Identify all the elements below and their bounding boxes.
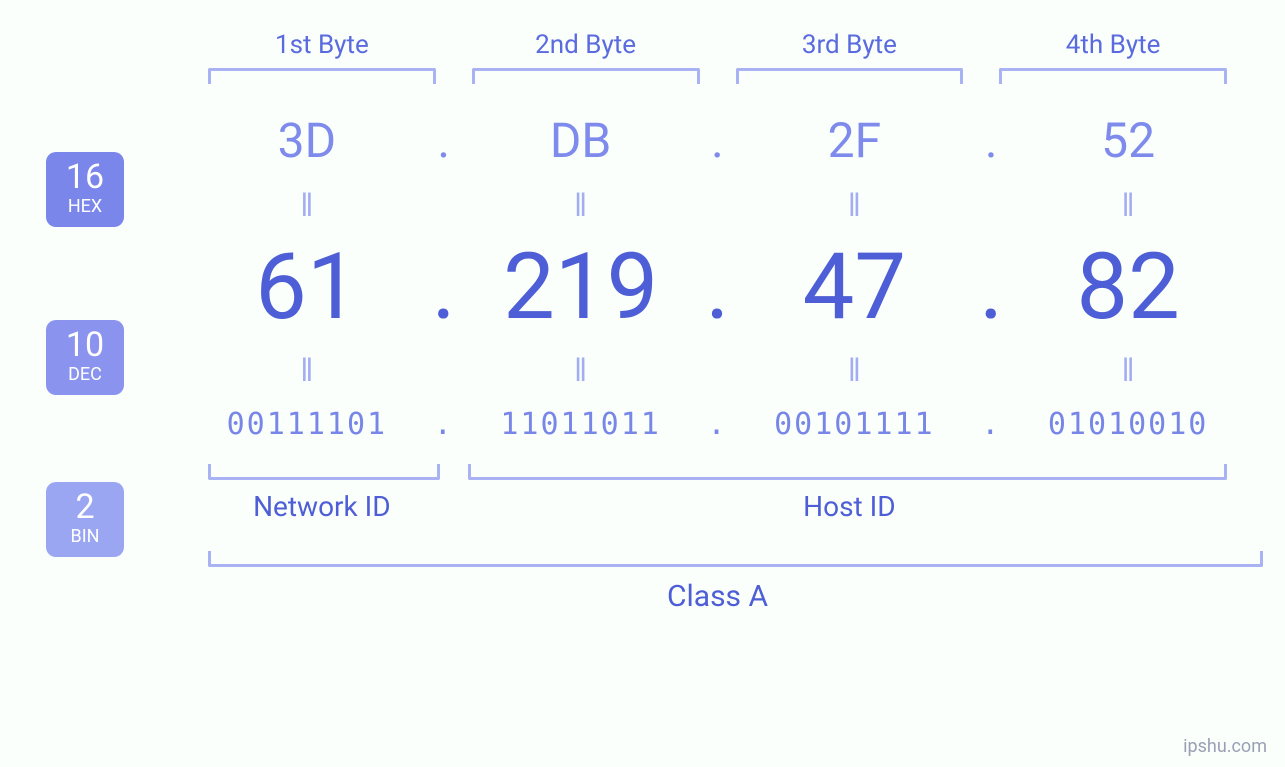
badge-dec-label: DEC xyxy=(68,364,102,385)
dot: . xyxy=(698,242,738,334)
badge-hex-label: HEX xyxy=(68,196,102,217)
bottom-brackets xyxy=(190,464,1245,480)
bracket-top-4 xyxy=(999,68,1227,84)
dot: . xyxy=(971,242,1011,334)
dec-byte-2: 219 xyxy=(464,242,698,334)
dec-row: 61 . 219 . 47 . 82 xyxy=(190,242,1245,334)
hex-byte-1: 3D xyxy=(190,112,424,169)
equals-icon: ‖ xyxy=(1011,187,1245,224)
class-label: Class A xyxy=(190,579,1245,614)
bottom-labels: Network ID Host ID xyxy=(190,490,1245,523)
equals-icon: ‖ xyxy=(464,352,698,389)
watermark: ipshu.com xyxy=(1183,736,1267,757)
byte-header-1: 1st Byte xyxy=(190,30,454,60)
hex-byte-2: DB xyxy=(464,112,698,169)
dot: . xyxy=(698,112,738,169)
badge-dec-num: 10 xyxy=(66,328,104,362)
dec-byte-3: 47 xyxy=(738,242,972,334)
bracket-top-2 xyxy=(472,68,700,84)
equals-icon: ‖ xyxy=(190,187,424,224)
bin-row: 00111101 . 11011011 . 00101111 . 0101001… xyxy=(190,407,1245,442)
dot: . xyxy=(424,112,464,169)
dec-byte-4: 82 xyxy=(1011,242,1245,334)
badge-bin: 2 BIN xyxy=(46,482,124,557)
dec-byte-1: 61 xyxy=(190,242,424,334)
equals-icon: ‖ xyxy=(1011,352,1245,389)
badge-bin-num: 2 xyxy=(75,490,94,524)
network-id-label: Network ID xyxy=(190,490,454,523)
bin-byte-1: 00111101 xyxy=(190,407,424,442)
top-brackets xyxy=(190,68,1245,84)
equals-icon: ‖ xyxy=(190,352,424,389)
bracket-top-3 xyxy=(736,68,964,84)
bin-byte-3: 00101111 xyxy=(738,407,972,442)
hex-byte-4: 52 xyxy=(1011,112,1245,169)
equals-icon: ‖ xyxy=(738,352,972,389)
badge-dec: 10 DEC xyxy=(46,320,124,395)
dot: . xyxy=(971,407,1011,442)
byte-header-4: 4th Byte xyxy=(981,30,1245,60)
bracket-top-1 xyxy=(208,68,436,84)
bracket-class xyxy=(208,551,1263,567)
hex-row: 3D . DB . 2F . 52 xyxy=(190,112,1245,169)
dot: . xyxy=(698,407,738,442)
equals-row-1: ‖ ‖ ‖ ‖ xyxy=(190,187,1245,224)
dot: . xyxy=(424,407,464,442)
hex-byte-3: 2F xyxy=(738,112,972,169)
dot: . xyxy=(424,242,464,334)
badge-hex: 16 HEX xyxy=(46,152,124,227)
byte-headers-row: 1st Byte 2nd Byte 3rd Byte 4th Byte xyxy=(190,30,1245,60)
bracket-host xyxy=(468,464,1227,480)
dot: . xyxy=(971,112,1011,169)
host-id-label: Host ID xyxy=(454,490,1245,523)
equals-row-2: ‖ ‖ ‖ ‖ xyxy=(190,352,1245,389)
class-bracket-row xyxy=(190,551,1245,567)
bin-byte-2: 11011011 xyxy=(464,407,698,442)
byte-header-2: 2nd Byte xyxy=(454,30,718,60)
bracket-network xyxy=(208,464,440,480)
equals-icon: ‖ xyxy=(738,187,972,224)
bin-byte-4: 01010010 xyxy=(1011,407,1245,442)
badge-bin-label: BIN xyxy=(71,526,100,547)
equals-icon: ‖ xyxy=(464,187,698,224)
badge-hex-num: 16 xyxy=(66,160,104,194)
byte-header-3: 3rd Byte xyxy=(718,30,982,60)
